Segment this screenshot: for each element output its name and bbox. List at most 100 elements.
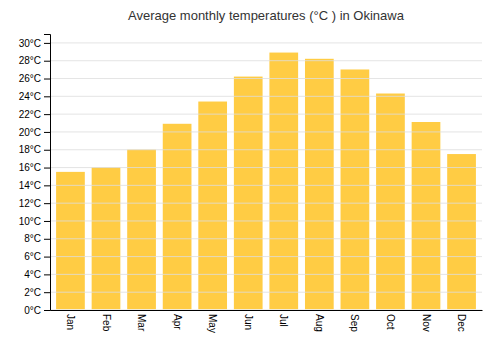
grid-line — [50, 60, 482, 61]
grid-line — [50, 114, 482, 115]
x-tick: Apr — [172, 314, 183, 330]
grid-line — [50, 78, 482, 79]
y-tick-label: 28°C — [19, 55, 41, 66]
y-tick-label: 22°C — [19, 109, 41, 120]
y-tick: 16°C — [19, 162, 50, 173]
bar — [162, 123, 192, 310]
y-tick: 22°C — [19, 109, 50, 120]
grid-line — [50, 185, 482, 186]
y-tick-label: 24°C — [19, 91, 41, 102]
x-tick-label: Sep — [349, 314, 360, 332]
y-tick-label: 20°C — [19, 127, 41, 138]
y-tick-label: 12°C — [19, 198, 41, 209]
y-tick: 28°C — [19, 55, 50, 66]
chart: 0°C 2°C 4°C 6°C 8°C 10°C 12°C 14°C 16°C 18°C 20°C 2… — [0, 0, 500, 350]
x-tick-label: Feb — [101, 314, 112, 332]
x-tick-label: Oct — [385, 314, 396, 330]
y-tick: 0°C — [24, 305, 50, 316]
bar — [233, 76, 263, 310]
x-tick-label: May — [207, 314, 218, 333]
y-tick-label: 10°C — [19, 216, 41, 227]
x-tick: Dec — [456, 314, 467, 332]
y-tick: 20°C — [19, 127, 50, 138]
y-tick: 6°C — [24, 251, 50, 262]
x-tick-label: Nov — [421, 314, 432, 332]
x-tick-label: Mar — [136, 314, 147, 332]
bar — [269, 52, 299, 310]
grid-line — [50, 149, 482, 150]
y-tick: 4°C — [24, 269, 50, 280]
x-tick: Jul — [278, 314, 289, 327]
bar — [340, 69, 370, 310]
grid-line — [50, 292, 482, 293]
grid-line — [50, 274, 482, 275]
y-tick-mark — [44, 185, 50, 186]
grid-line — [50, 256, 482, 257]
x-axis: Jan Feb Mar Apr May Jun Jul Aug Sep Oct Nov Dec — [51, 311, 483, 333]
grid-line — [50, 42, 482, 43]
bar — [55, 171, 85, 310]
grid — [50, 43, 482, 310]
y-tick: 8°C — [24, 233, 50, 244]
y-tick-label: 8°C — [24, 233, 41, 244]
grid-line — [50, 131, 482, 132]
y-tick: 14°C — [19, 180, 50, 191]
grid-line — [50, 167, 482, 168]
y-tick-label: 30°C — [19, 38, 41, 49]
y-tick-mark — [44, 79, 50, 80]
x-tick: May — [207, 314, 218, 333]
y-tick-mark — [44, 132, 50, 133]
y-tick: 26°C — [19, 73, 50, 84]
plot-area — [55, 52, 476, 310]
y-tick-mark — [44, 168, 50, 169]
grid-line — [50, 238, 482, 239]
y-tick: 10°C — [19, 216, 50, 227]
x-tick: Jan — [65, 314, 76, 330]
y-tick-mark — [44, 310, 50, 311]
x-tick: Sep — [349, 314, 360, 332]
y-tick-mark — [44, 274, 50, 275]
y-tick-mark — [44, 221, 50, 222]
x-tick: Nov — [421, 314, 432, 332]
x-tick-label: Dec — [456, 314, 467, 332]
grid-line — [50, 310, 482, 311]
y-tick-label: 26°C — [19, 73, 41, 84]
y-axis-line — [44, 35, 51, 311]
y-tick-mark — [44, 257, 50, 258]
grid-line — [50, 220, 482, 221]
bar — [446, 153, 476, 310]
title: Average monthly temperatures (°C ) in Ok… — [128, 8, 405, 23]
y-tick-mark — [44, 150, 50, 151]
x-tick-label: Aug — [314, 314, 325, 332]
y-axis: 0°C 2°C 4°C 6°C 8°C 10°C 12°C 14°C 16°C 18°C 20°C 2… — [19, 35, 51, 316]
y-tick-mark — [44, 96, 50, 97]
bar — [375, 93, 405, 310]
x-tick-label: Jul — [278, 314, 289, 327]
y-tick: 24°C — [19, 91, 50, 102]
y-tick: 12°C — [19, 198, 50, 209]
y-tick-label: 16°C — [19, 162, 41, 173]
y-tick-label: 2°C — [24, 287, 41, 298]
y-tick: 2°C — [24, 287, 50, 298]
bar — [126, 149, 156, 310]
x-tick: Jun — [243, 314, 254, 330]
x-tick: Aug — [314, 314, 325, 332]
x-axis-line — [51, 310, 483, 311]
y-tick-label: 18°C — [19, 144, 41, 155]
x-tick: Feb — [101, 314, 112, 332]
y-tick-mark — [44, 114, 50, 115]
x-tick: Oct — [385, 314, 396, 330]
x-tick-label: Jan — [65, 314, 76, 330]
bar — [304, 58, 334, 310]
y-tick-mark — [44, 292, 50, 293]
x-tick-label: Apr — [172, 314, 183, 330]
y-tick-label: 4°C — [24, 269, 41, 280]
y-tick-label: 14°C — [19, 180, 41, 191]
y-tick-label: 6°C — [24, 251, 41, 262]
x-tick: Mar — [136, 314, 147, 332]
y-tick: 30°C — [19, 38, 50, 49]
y-tick-mark — [44, 43, 50, 44]
y-tick-label: 0°C — [24, 305, 41, 316]
y-tick-mark — [44, 239, 50, 240]
y-tick-mark — [44, 203, 50, 204]
